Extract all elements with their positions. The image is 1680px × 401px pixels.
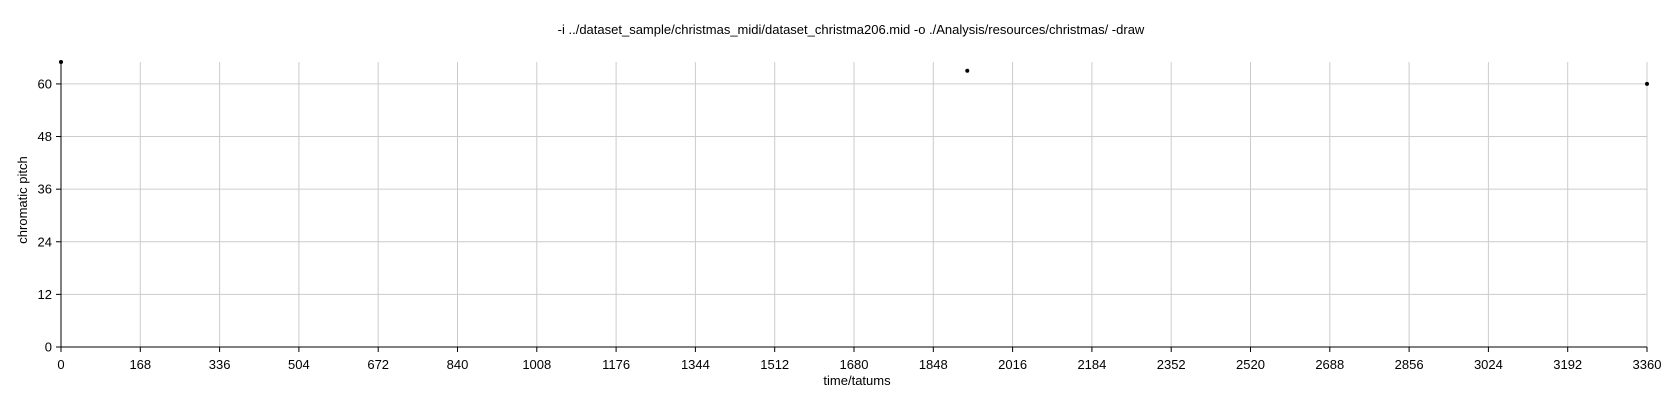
y-tick-label: 60 bbox=[38, 76, 52, 91]
x-tick-label: 1176 bbox=[602, 357, 630, 372]
y-tick-label: 24 bbox=[38, 234, 52, 249]
x-tick-label: 3192 bbox=[1553, 357, 1582, 372]
y-axis-label: chromatic pitch bbox=[15, 156, 30, 243]
x-tick-label: 840 bbox=[447, 357, 469, 372]
x-tick-label: 1848 bbox=[919, 357, 948, 372]
grid bbox=[60, 62, 1648, 348]
data-points bbox=[59, 60, 1649, 86]
x-tick-label: 2184 bbox=[1077, 357, 1106, 372]
y-tick-label: 36 bbox=[38, 182, 52, 197]
x-tick-label: 1008 bbox=[522, 357, 551, 372]
data-point bbox=[59, 60, 63, 64]
y-tick-label: 12 bbox=[38, 287, 52, 302]
data-point bbox=[965, 68, 970, 73]
x-tick-label: 2520 bbox=[1236, 357, 1265, 372]
x-tick-label: 1344 bbox=[681, 357, 710, 372]
x-tick-label: 3024 bbox=[1474, 357, 1503, 372]
x-tick-label: 2688 bbox=[1315, 357, 1344, 372]
x-tick-label: 0 bbox=[57, 357, 64, 372]
x-tick-label: 2352 bbox=[1157, 357, 1186, 372]
y-tick-label: 48 bbox=[38, 129, 52, 144]
x-axis-label: time/tatums bbox=[823, 373, 891, 388]
x-tick-label: 336 bbox=[209, 357, 231, 372]
x-axis-ticks: 0 168 336 504 672 840 1008 1176 1344 1512 1680 1848… bbox=[57, 347, 1661, 372]
data-point bbox=[1645, 81, 1649, 86]
x-tick-label: 672 bbox=[367, 357, 389, 372]
x-tick-label: 2856 bbox=[1395, 357, 1424, 372]
chart-title: -i ../dataset_sample/christmas_midi/data… bbox=[558, 22, 1145, 37]
y-axis-ticks: 0 12 24 36 48 60 bbox=[38, 76, 61, 355]
x-tick-label: 2016 bbox=[998, 357, 1027, 372]
x-tick-label: 168 bbox=[129, 357, 151, 372]
x-tick-label: 1680 bbox=[840, 357, 869, 372]
x-tick-label: 1512 bbox=[760, 357, 789, 372]
x-tick-label: 3360 bbox=[1633, 357, 1662, 372]
y-tick-label: 0 bbox=[45, 340, 52, 355]
x-tick-label: 504 bbox=[288, 357, 310, 372]
